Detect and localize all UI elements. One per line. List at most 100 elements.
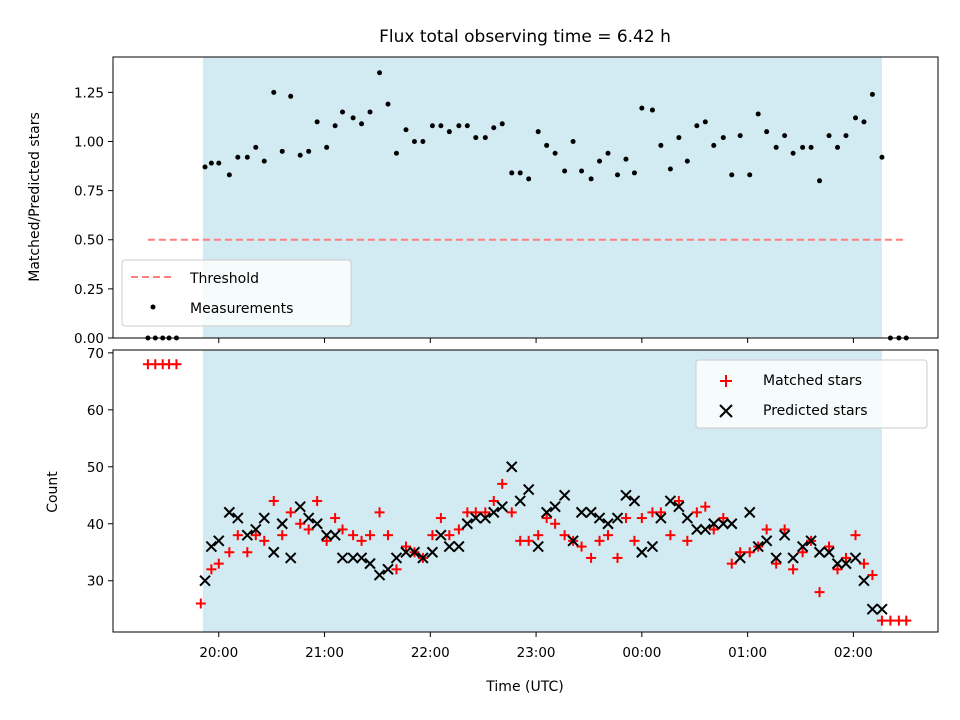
matched-star-point — [383, 530, 393, 541]
predicted-star-point — [646, 540, 659, 553]
predicted-star-point — [461, 518, 474, 530]
predicted-star-point — [522, 483, 535, 496]
predicted-stars-legend-swatch — [719, 404, 733, 418]
predicted-star-point — [453, 540, 465, 553]
predicted-star-point — [329, 529, 341, 541]
matched-star-point — [594, 535, 605, 546]
predicted-star-point — [408, 546, 421, 558]
matched-star-point — [356, 535, 367, 546]
measurement-point — [755, 111, 761, 117]
measurement-point — [631, 170, 637, 176]
measurement-point — [359, 121, 365, 127]
y-tick-label: 1.25 — [74, 85, 104, 101]
predicted-star-point — [205, 540, 218, 553]
matched-star-point — [348, 530, 359, 541]
matched-star-point — [858, 558, 869, 569]
measurement-point — [649, 107, 655, 113]
matched-star-point — [470, 507, 481, 518]
measurement-point — [694, 123, 700, 129]
predicted-star-point — [691, 523, 703, 536]
predicted-star-point — [276, 518, 288, 530]
measurement-point — [826, 133, 832, 139]
predicted-star-point — [664, 495, 677, 507]
matched-star-point — [303, 524, 314, 535]
matched-star-point — [779, 524, 790, 535]
measurement-point — [623, 156, 629, 162]
matched-star-point — [321, 535, 332, 546]
x-tick-label: 23:00 — [517, 645, 556, 661]
predicted-stars-legend-label: Predicted stars — [763, 403, 868, 419]
predicted-star-point — [294, 500, 306, 513]
bottom-legend: Matched stars Predicted stars — [695, 359, 928, 429]
matched-star-point — [603, 530, 613, 541]
matched-star-point — [365, 530, 376, 541]
measurement-point — [202, 164, 208, 170]
bottom-panel-axes: 20:00 21:00 22:00 23:00 00:00 01:00 02:00 30 40… — [45, 346, 939, 695]
measurement-point — [491, 125, 497, 131]
measurement-point — [332, 123, 338, 129]
matched-star-point — [673, 495, 684, 506]
measurement-point — [393, 150, 399, 156]
predicted-star-point — [426, 546, 439, 558]
predicted-star-point — [823, 546, 835, 558]
predicted-star-point — [470, 512, 482, 524]
matched-star-point — [576, 541, 587, 552]
measurement-point — [615, 172, 621, 178]
measurement-point — [377, 70, 383, 76]
matched-star-point — [586, 552, 597, 563]
predicted-star-point — [514, 495, 526, 507]
measurement-point — [226, 172, 232, 178]
measurement-point — [473, 135, 479, 141]
predicted-star-point — [734, 552, 746, 564]
predicted-star-point — [805, 535, 817, 547]
x-tick-label: 20:00 — [199, 645, 238, 661]
measurement-point — [526, 176, 532, 182]
measurement-point — [403, 127, 409, 133]
predicted-star-point — [506, 461, 518, 473]
x-tick-label: 00:00 — [622, 645, 661, 661]
measurement-point — [552, 150, 558, 156]
matched-star-point — [523, 535, 534, 546]
measurement-point — [350, 115, 356, 121]
matched-star-point — [268, 495, 279, 506]
predicted-star-point — [540, 506, 553, 519]
predicted-star-point — [760, 535, 773, 547]
predicted-star-point — [258, 512, 270, 524]
matched-star-point — [480, 507, 491, 518]
predicted-star-point — [488, 506, 500, 519]
matched-star-point — [213, 558, 224, 569]
predicted-star-point — [831, 557, 844, 570]
predicted-star-point — [770, 552, 782, 564]
matched-star-point — [427, 530, 438, 541]
y-tick-label: 70 — [87, 346, 104, 362]
measurement-point — [208, 160, 214, 166]
predicted-star-point — [876, 603, 888, 615]
matched-star-point — [682, 535, 693, 546]
measurement-point — [835, 144, 841, 150]
measurement-point — [782, 133, 788, 139]
predicted-star-point — [620, 489, 632, 501]
predicted-star-point — [726, 518, 738, 530]
matched-star-point — [488, 495, 499, 506]
matched-star-point — [312, 495, 323, 506]
matched-star-point — [761, 524, 772, 535]
predicted-star-point — [443, 540, 456, 553]
predicted-star-point — [232, 512, 244, 524]
predicted-star-point — [585, 506, 597, 519]
top-legend-box — [121, 259, 352, 327]
predicted-star-point — [778, 529, 791, 541]
measurement-point — [639, 105, 645, 111]
measurement-point — [244, 154, 250, 160]
predicted-star-point — [593, 512, 606, 524]
measurement-point — [420, 138, 426, 144]
matched-star-point — [506, 507, 517, 518]
matched-star-point — [277, 530, 288, 541]
measurement-point — [790, 150, 796, 156]
measurement-point — [314, 119, 320, 125]
measurement-point — [367, 109, 373, 115]
matched-star-point — [647, 507, 658, 518]
y-tick-label: 0.00 — [74, 331, 104, 347]
x-tick-label: 01:00 — [728, 645, 767, 661]
matched-star-point — [850, 530, 861, 541]
threshold-legend-label: Threshold — [189, 271, 259, 287]
